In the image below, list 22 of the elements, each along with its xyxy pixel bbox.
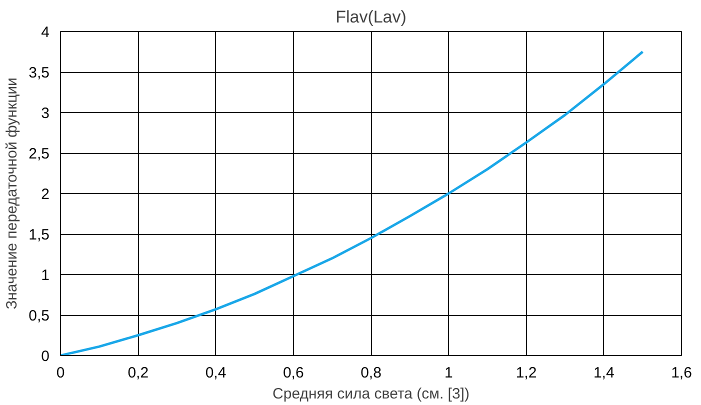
y-tick-label: 3 [41, 105, 50, 122]
y-tick-label: 2,5 [28, 146, 50, 162]
y-axis-title: Значение передаточной функции [4, 78, 21, 310]
x-tick-label: 1,2 [516, 364, 537, 382]
y-tick-label: 1 [41, 267, 50, 284]
x-tick-label: 0,2 [128, 364, 149, 382]
y-tick-label: 4 [41, 24, 50, 41]
y-tick-label: 0,5 [28, 308, 50, 324]
x-tick-label: 1,4 [593, 364, 614, 382]
x-tick-label: 1,6 [671, 364, 692, 382]
x-tick-label: 0,4 [205, 364, 226, 382]
x-tick-label: 1 [444, 364, 453, 382]
x-tick-label: 0,8 [360, 364, 382, 382]
y-tick-label: 1,5 [28, 226, 50, 244]
line-series [60, 50, 644, 356]
chart-title: Flav(Lav) [336, 8, 406, 26]
x-axis-title: Средняя сила света (см. [3]) [272, 386, 470, 402]
y-tick-label: 0 [41, 348, 50, 365]
x-tick-label: 0,6 [282, 364, 304, 382]
x-tick-label: 0 [56, 364, 65, 382]
y-tick-label: 3,5 [28, 64, 50, 82]
y-tick-label: 2 [41, 186, 50, 203]
